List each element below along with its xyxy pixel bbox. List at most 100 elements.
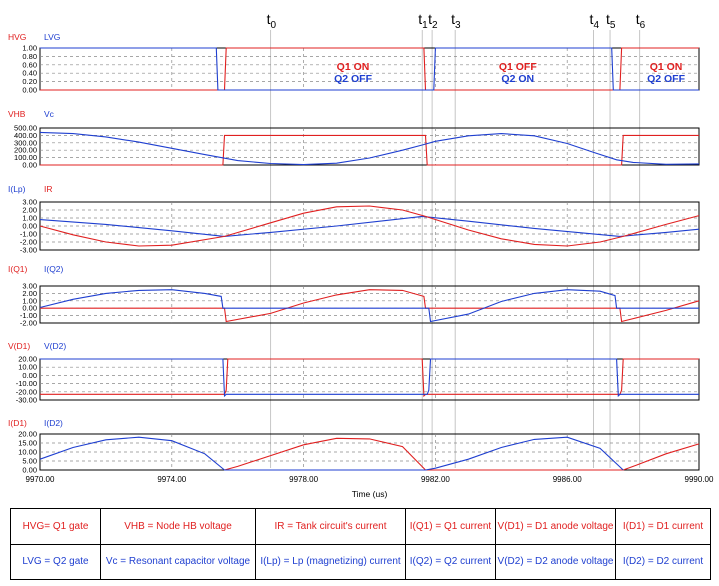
- state-annotation: Q2 OFF: [334, 73, 373, 85]
- signal-legend-table: HVG= Q1 gate VHB = Node HB voltage IR = …: [10, 508, 711, 580]
- legend-cell-ir: IR = Tank circuit's current: [255, 508, 406, 545]
- series-vc: [39, 131, 700, 166]
- series-vd2: [40, 358, 699, 398]
- legend-cell-id2: I(D2) = D2 current: [615, 543, 711, 580]
- y-tick-label: -1.00: [20, 230, 37, 239]
- y-tick-label: -2.00: [20, 238, 37, 247]
- legend-cell-vhb: VHB = Node HB voltage: [100, 508, 256, 545]
- x-axis: 9970.00 9974.00 9978.00 9982.00 9986.00 9990.…: [26, 475, 714, 499]
- series-hvg: [40, 47, 699, 91]
- series-id1: [224, 437, 700, 471]
- legend-cell-ilp: I(Lp) = Lp (magnetizing) current: [255, 543, 406, 580]
- panel-legend-label: I(D2): [44, 418, 63, 428]
- y-tick-label: 300.00: [14, 138, 37, 147]
- series-lvg: [40, 47, 699, 91]
- panel-legend-label: I(Lp): [8, 184, 26, 194]
- series-iq2: [39, 289, 699, 323]
- x-tick-label: 9970.00: [26, 475, 55, 484]
- series-id2: [39, 436, 624, 471]
- y-tick-label: 1.00: [22, 44, 37, 53]
- y-tick-label: 100.00: [14, 153, 37, 162]
- y-tick-label: 0.00: [22, 161, 37, 170]
- panel-legend-label: Vc: [44, 109, 55, 119]
- y-tick-label: 3.00: [22, 282, 37, 291]
- panel-legend-label: IR: [44, 184, 53, 194]
- y-tick-label: 500.00: [14, 124, 37, 133]
- legend-cell-iq2: I(Q2) = Q2 current: [405, 543, 496, 580]
- time-marker-label: t3: [451, 11, 461, 31]
- time-marker-label: t4: [590, 11, 600, 31]
- time-markers: t0 t1 t2 t3 t4 t5 t6: [267, 11, 646, 468]
- y-tick-label: 0.40: [22, 69, 37, 78]
- legend-cell-hvg: HVG= Q1 gate: [10, 508, 101, 545]
- y-tick-label: 15.00: [18, 439, 37, 448]
- legend-cell-vc: Vc = Resonant capacitor voltage: [100, 543, 256, 580]
- y-tick-label: -10.00: [16, 379, 37, 388]
- time-marker-label: t0: [267, 11, 277, 31]
- series-ir: [39, 205, 700, 247]
- time-marker-label: t5: [606, 11, 616, 31]
- y-tick-label: -30.00: [16, 396, 37, 405]
- panel-switch-currents: 3.002.001.000.00-1.00-2.00 I(Q1) I(Q2): [8, 264, 700, 328]
- y-tick-label: 2.00: [22, 289, 37, 298]
- legend-cell-vd1: V(D1) = D1 anode voltage: [495, 508, 616, 545]
- legend-row-high-side: HVG= Q1 gate VHB = Node HB voltage IR = …: [10, 508, 711, 545]
- panel-legend-label: VHB: [8, 109, 26, 119]
- y-tick-label: 0.80: [22, 52, 37, 61]
- x-axis-title: Time (us): [352, 489, 388, 499]
- y-tick-label: 0.00: [22, 222, 37, 231]
- panel-legend-label: I(Q2): [44, 264, 64, 274]
- y-tick-label: 20.00: [18, 355, 37, 364]
- x-tick-label: 9974.00: [157, 475, 186, 484]
- y-tick-label: 2.00: [22, 206, 37, 215]
- legend-cell-vd2: V(D2) = D2 anode voltage: [495, 543, 616, 580]
- panel-legend-label: I(D1): [8, 418, 27, 428]
- series-ilp: [39, 215, 700, 237]
- time-marker-label: t6: [636, 11, 646, 31]
- y-tick-label: 10.00: [18, 363, 37, 372]
- series-vhb: [40, 134, 699, 166]
- y-tick-label: -1.00: [20, 311, 37, 320]
- y-tick-label: 5.00: [22, 457, 37, 466]
- x-tick-label: 9990.00: [685, 475, 714, 484]
- y-tick-label: 0.20: [22, 77, 37, 86]
- state-annotation: Q1 OFF: [499, 61, 538, 73]
- x-tick-label: 9982.00: [421, 475, 450, 484]
- y-tick-label: 20.00: [18, 430, 37, 439]
- time-marker-label: t2: [428, 11, 438, 31]
- y-tick-label: 3.00: [22, 198, 37, 207]
- y-tick-label: 0.60: [22, 60, 37, 69]
- panel-currents-tank: 3.002.001.000.00-1.00-2.00-3.00 I(Lp) IR: [8, 184, 700, 255]
- panel-legend-label: LVG: [44, 32, 60, 42]
- y-tick-label: -2.00: [20, 319, 37, 328]
- y-tick-label: 200.00: [14, 146, 37, 155]
- legend-cell-id1: I(D1) = D1 current: [615, 508, 711, 545]
- y-tick-label: 0.00: [22, 371, 37, 380]
- panel-frame: [39, 285, 700, 324]
- panel-frame: [39, 127, 700, 166]
- y-tick-label: 1.00: [22, 214, 37, 223]
- legend-cell-iq1: I(Q1) = Q1 current: [405, 508, 496, 545]
- y-tick-label: -20.00: [16, 387, 37, 396]
- x-tick-label: 9978.00: [289, 475, 318, 484]
- y-tick-label: 10.00: [18, 448, 37, 457]
- y-tick-label: 0.00: [22, 466, 37, 475]
- y-tick-label: -3.00: [20, 246, 37, 255]
- panel-legend-label: V(D1): [8, 341, 30, 351]
- panel-legend-label: I(Q1): [8, 264, 28, 274]
- y-tick-label: 1.00: [22, 296, 37, 305]
- panel-legend-label: V(D2): [44, 341, 66, 351]
- legend-row-low-side: LVG = Q2 gate Vc = Resonant capacitor vo…: [10, 543, 711, 580]
- state-annotation: Q2 OFF: [647, 73, 686, 85]
- state-annotation: Q1 ON: [650, 61, 683, 73]
- state-annotation: Q1 ON: [337, 61, 370, 73]
- series-iq1: [40, 289, 700, 323]
- oscilloscope-chart: t0 t1 t2 t3 t4 t5 t61.000.800.600.400.200.00HV…: [8, 11, 714, 499]
- y-tick-label: 0.00: [22, 86, 37, 95]
- panel-legend-label: HVG: [8, 32, 26, 42]
